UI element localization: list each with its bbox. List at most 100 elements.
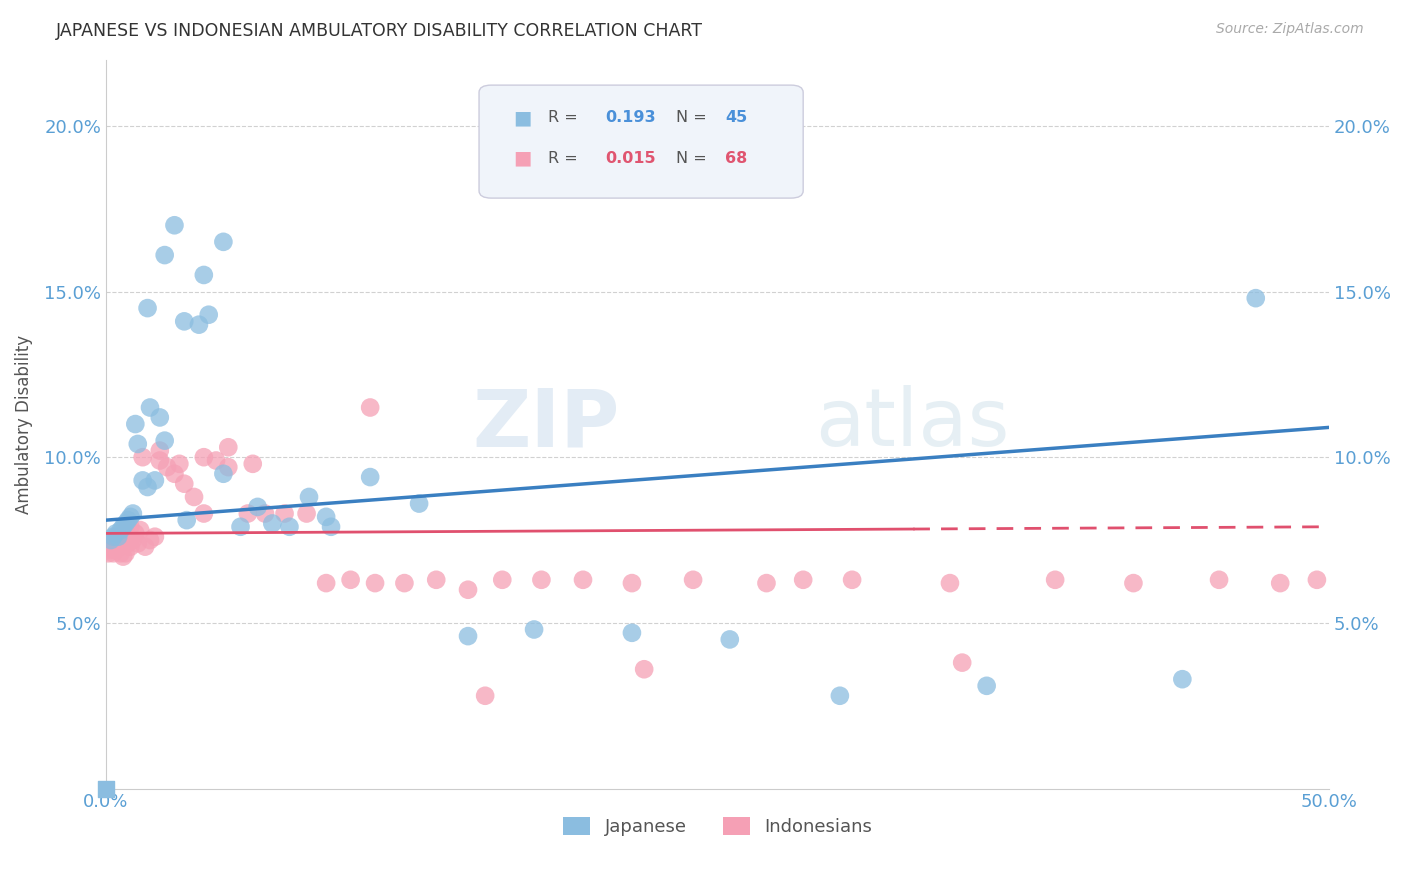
Point — [94, 781, 117, 796]
Point — [229, 520, 252, 534]
Point — [112, 530, 135, 544]
Point — [193, 268, 215, 282]
Point — [718, 632, 741, 647]
Point — [127, 437, 149, 451]
Point — [828, 689, 851, 703]
Point — [117, 536, 139, 550]
Text: atlas: atlas — [815, 385, 1010, 463]
Point — [124, 526, 146, 541]
Text: N =: N = — [676, 151, 711, 166]
Point — [273, 507, 295, 521]
Point — [120, 540, 142, 554]
Point — [127, 536, 149, 550]
Point — [114, 523, 136, 537]
Point — [117, 530, 139, 544]
Point — [792, 573, 814, 587]
Point — [319, 520, 342, 534]
Point — [620, 625, 643, 640]
Point — [359, 401, 381, 415]
Point — [176, 513, 198, 527]
Point — [620, 576, 643, 591]
Point — [339, 573, 361, 587]
Point — [242, 457, 264, 471]
Point — [408, 497, 430, 511]
Point — [114, 546, 136, 560]
Point — [212, 235, 235, 249]
Point — [394, 576, 416, 591]
Point — [236, 507, 259, 521]
Point — [197, 308, 219, 322]
Point — [107, 530, 129, 544]
Point — [131, 474, 153, 488]
Point — [97, 546, 120, 560]
Point — [104, 530, 127, 544]
Point — [122, 533, 145, 547]
Point — [100, 543, 122, 558]
Point — [103, 546, 125, 560]
Point — [143, 474, 166, 488]
Point — [572, 573, 595, 587]
Point — [110, 540, 132, 554]
Point — [1270, 576, 1292, 591]
Point — [187, 318, 209, 332]
Point — [120, 509, 142, 524]
Point — [364, 576, 387, 591]
Point — [163, 467, 186, 481]
FancyBboxPatch shape — [479, 85, 803, 198]
Point — [104, 543, 127, 558]
Text: N =: N = — [676, 111, 711, 126]
Point — [246, 500, 269, 514]
Point — [633, 662, 655, 676]
Point — [295, 507, 318, 521]
Text: R =: R = — [547, 111, 582, 126]
Point — [193, 507, 215, 521]
Point — [682, 573, 704, 587]
Point — [114, 516, 136, 531]
Point — [131, 450, 153, 465]
Point — [359, 470, 381, 484]
Point — [120, 520, 142, 534]
Point — [124, 417, 146, 431]
Point — [103, 530, 125, 544]
Point — [1122, 576, 1144, 591]
Y-axis label: Ambulatory Disability: Ambulatory Disability — [15, 334, 32, 514]
Point — [100, 533, 122, 547]
Point — [173, 476, 195, 491]
Point — [163, 219, 186, 233]
Point — [217, 440, 239, 454]
Point — [136, 301, 159, 315]
Point — [530, 573, 553, 587]
Point — [117, 513, 139, 527]
Point — [110, 546, 132, 560]
Point — [103, 536, 125, 550]
Point — [112, 520, 135, 534]
Point — [104, 526, 127, 541]
Point — [149, 453, 172, 467]
Point — [100, 540, 122, 554]
Point — [262, 516, 284, 531]
Point — [1208, 573, 1230, 587]
Point — [110, 523, 132, 537]
Point — [253, 507, 276, 521]
Point — [315, 509, 337, 524]
Point — [939, 576, 962, 591]
Point — [153, 434, 176, 448]
Point — [173, 314, 195, 328]
Point — [193, 450, 215, 465]
Point — [1244, 291, 1267, 305]
Point — [755, 576, 778, 591]
Text: 0.193: 0.193 — [605, 111, 655, 126]
Legend: Japanese, Indonesians: Japanese, Indonesians — [554, 807, 882, 845]
Text: JAPANESE VS INDONESIAN AMBULATORY DISABILITY CORRELATION CHART: JAPANESE VS INDONESIAN AMBULATORY DISABI… — [56, 22, 703, 40]
Point — [136, 480, 159, 494]
Point — [523, 623, 546, 637]
Point — [474, 689, 496, 703]
Point — [841, 573, 863, 587]
Point — [315, 576, 337, 591]
Point — [1171, 672, 1194, 686]
Text: ZIP: ZIP — [472, 385, 620, 463]
Text: Source: ZipAtlas.com: Source: ZipAtlas.com — [1216, 22, 1364, 37]
Point — [976, 679, 998, 693]
Point — [457, 582, 479, 597]
Point — [149, 443, 172, 458]
